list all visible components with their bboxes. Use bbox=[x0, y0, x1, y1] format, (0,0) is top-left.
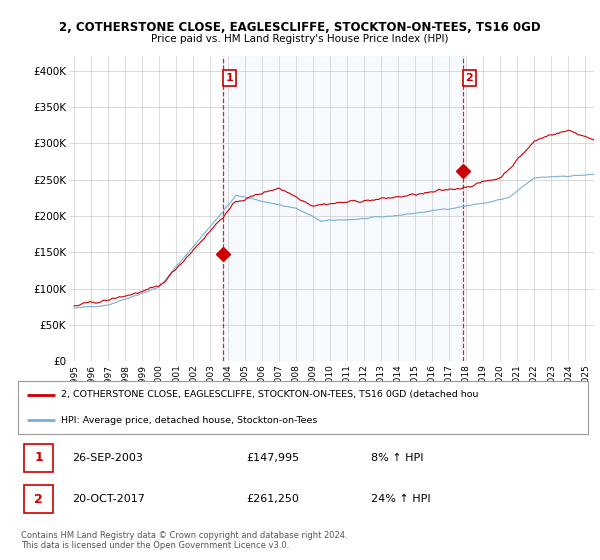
Text: 20-OCT-2017: 20-OCT-2017 bbox=[72, 494, 145, 505]
Text: This data is licensed under the Open Government Licence v3.0.: This data is licensed under the Open Gov… bbox=[21, 541, 289, 550]
Text: 8% ↑ HPI: 8% ↑ HPI bbox=[371, 452, 424, 463]
Text: 2: 2 bbox=[466, 73, 473, 83]
Text: Contains HM Land Registry data © Crown copyright and database right 2024.: Contains HM Land Registry data © Crown c… bbox=[21, 531, 347, 540]
Text: 1: 1 bbox=[34, 451, 43, 464]
Text: 2, COTHERSTONE CLOSE, EAGLESCLIFFE, STOCKTON-ON-TEES, TS16 0GD: 2, COTHERSTONE CLOSE, EAGLESCLIFFE, STOC… bbox=[59, 21, 541, 34]
Text: 2, COTHERSTONE CLOSE, EAGLESCLIFFE, STOCKTON-ON-TEES, TS16 0GD (detached hou: 2, COTHERSTONE CLOSE, EAGLESCLIFFE, STOC… bbox=[61, 390, 478, 399]
Text: £261,250: £261,250 bbox=[246, 494, 299, 505]
Text: 1: 1 bbox=[226, 73, 233, 83]
Text: HPI: Average price, detached house, Stockton-on-Tees: HPI: Average price, detached house, Stoc… bbox=[61, 416, 317, 424]
FancyBboxPatch shape bbox=[24, 486, 53, 513]
Bar bbox=[223, 56, 463, 361]
Text: Price paid vs. HM Land Registry's House Price Index (HPI): Price paid vs. HM Land Registry's House … bbox=[151, 34, 449, 44]
Text: 2: 2 bbox=[34, 493, 43, 506]
Text: 24% ↑ HPI: 24% ↑ HPI bbox=[371, 494, 431, 505]
Text: 26-SEP-2003: 26-SEP-2003 bbox=[72, 452, 143, 463]
FancyBboxPatch shape bbox=[24, 444, 53, 472]
Text: £147,995: £147,995 bbox=[246, 452, 299, 463]
